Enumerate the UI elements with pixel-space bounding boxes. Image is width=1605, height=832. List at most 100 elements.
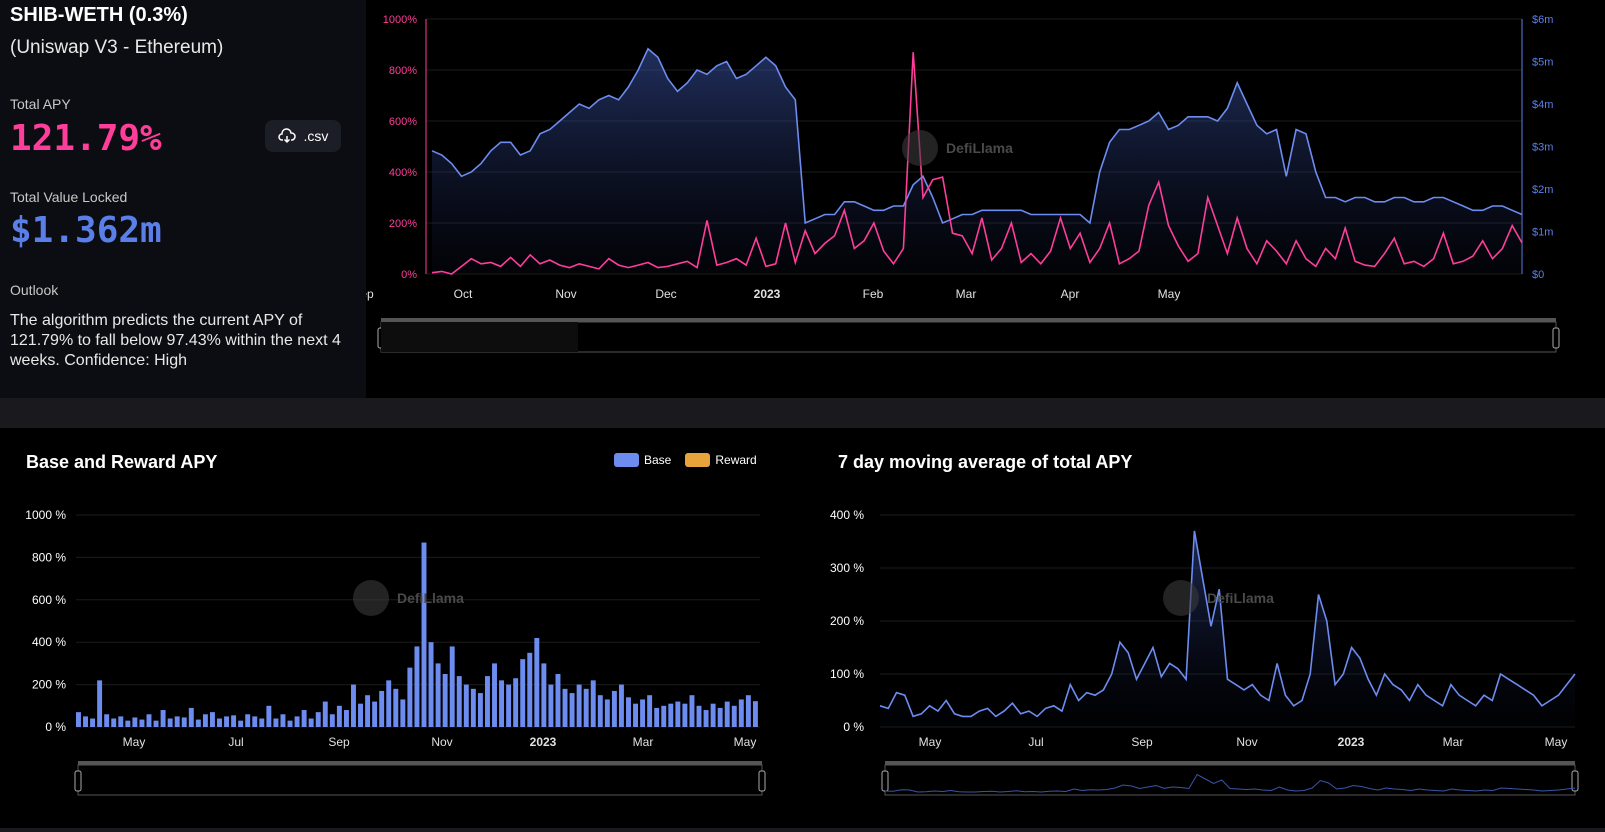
moving-average-chart[interactable]: 0 % 100 % 200 % 300 % 400 % May Jul Sep Nov 2023 M… — [810, 490, 1605, 805]
x-axis-tick: Dec — [655, 287, 676, 301]
main-brush-unselected — [381, 322, 578, 352]
base-bar — [696, 705, 702, 727]
total-apy-value: 121.79% — [10, 118, 162, 159]
base-bar — [238, 720, 244, 727]
moving-average-title: 7 day moving average of total APY — [838, 452, 1133, 472]
base-bar — [259, 718, 265, 727]
base-bar — [604, 699, 610, 727]
base-bar — [506, 684, 512, 727]
base-bar — [534, 637, 540, 727]
base-bar — [668, 703, 674, 727]
base-bar — [379, 690, 385, 727]
pool-subtitle: (Uniswap V3 - Ethereum) — [10, 37, 224, 58]
right-axis-tick: $0 — [1532, 269, 1544, 281]
y-axis-tick: 0 % — [45, 720, 66, 734]
left-axis-tick: 600% — [389, 116, 417, 128]
left-axis-tick: 200% — [389, 218, 417, 230]
base-bar — [513, 678, 519, 727]
left-axis-tick: 800% — [389, 65, 417, 77]
base-bar — [569, 693, 575, 727]
x-axis-tick: Sep — [328, 735, 350, 749]
base-reward-chart[interactable]: 0 % 200 % 400 % 600 % 800 % 1000 % May Jul Sep No… — [0, 490, 800, 805]
y-axis-tick: 800 % — [32, 550, 66, 564]
total-apy-label: Total APY — [10, 96, 71, 112]
left-axis-tick: 1000% — [383, 14, 417, 26]
base-bar — [181, 717, 187, 727]
right-axis-tick: $5m — [1532, 57, 1553, 69]
base-bar — [731, 705, 737, 727]
section-separator — [0, 398, 1605, 428]
csv-label: .csv — [303, 128, 329, 144]
base-bar — [245, 714, 251, 727]
base-bar — [301, 710, 307, 727]
base-bar — [456, 676, 462, 727]
tvl-line — [431, 47, 1523, 225]
ma-area — [880, 530, 1575, 727]
base-bar — [343, 710, 349, 727]
base-bar — [576, 684, 582, 727]
y-axis-tick: 100 % — [830, 667, 864, 681]
base-bar — [520, 659, 526, 727]
x-axis-tick: Jul — [1028, 735, 1043, 749]
bar-chart-brush-handle-left — [74, 770, 82, 792]
base-bar — [555, 674, 561, 727]
base-bar — [597, 695, 603, 727]
cloud-download-icon — [277, 128, 296, 144]
download-csv-button[interactable]: .csv — [265, 120, 341, 152]
base-bar — [484, 676, 490, 727]
x-axis-tick: Sep — [1131, 735, 1153, 749]
x-axis-tick: Mar — [1443, 735, 1464, 749]
legend-reward[interactable]: Reward — [685, 453, 757, 467]
left-axis-tick: 400% — [389, 167, 417, 179]
base-bar — [188, 707, 194, 727]
main-chart-brush-bar — [381, 318, 1556, 322]
base-bar — [435, 663, 441, 727]
base-bar — [287, 720, 293, 727]
base-bar — [541, 663, 547, 727]
base-bar — [661, 705, 667, 727]
base-bar — [90, 718, 96, 727]
defillama-logo-icon — [902, 130, 938, 166]
base-bar — [710, 703, 716, 727]
base-bar — [492, 663, 497, 727]
base-bar — [125, 720, 131, 727]
legend-base[interactable]: Base — [614, 453, 671, 467]
main-chart-brush-handle-right — [1552, 327, 1560, 349]
ma-chart-brush-handle-right — [1571, 770, 1579, 792]
apy-line — [431, 52, 1523, 275]
y-axis-tick: 200 % — [32, 678, 66, 692]
right-axis-tick: $1m — [1532, 227, 1553, 239]
x-axis-tick: Jul — [228, 735, 243, 749]
base-bar — [111, 718, 117, 727]
base-bar — [611, 690, 617, 727]
base-reward-legend: Base Reward — [614, 453, 757, 467]
x-axis-tick: Apr — [1061, 287, 1080, 301]
defillama-logo-icon — [353, 580, 389, 616]
base-bar — [336, 705, 342, 727]
pool-info-panel: SHIB-WETH (0.3%) (Uniswap V3 - Ethereum)… — [0, 0, 366, 398]
base-bar — [626, 697, 631, 727]
base-bar — [386, 680, 392, 727]
base-bar — [752, 701, 758, 727]
x-axis-tick: Feb — [863, 287, 884, 301]
base-bar — [372, 701, 378, 727]
left-axis-tick: 0% — [401, 269, 417, 281]
base-bar — [414, 646, 420, 727]
base-bar — [217, 718, 222, 727]
base-bar — [590, 680, 596, 727]
base-bar — [224, 716, 230, 727]
right-axis-tick: $4m — [1532, 99, 1553, 111]
base-bar — [562, 688, 568, 727]
base-bar — [442, 674, 448, 727]
base-bar — [393, 688, 399, 727]
base-bar — [97, 680, 103, 727]
ma-brush-preview — [884, 773, 1576, 793]
base-bar — [682, 703, 688, 727]
base-bar — [167, 718, 173, 727]
base-bar — [132, 717, 138, 727]
apy-tvl-chart[interactable]: 0% 200% 400% 600% 800% 1000% $0 $1m $2m $3m $4m $5m… — [151, 0, 1605, 398]
x-axis-tick: May — [1158, 287, 1181, 301]
base-bar — [174, 716, 180, 727]
x-axis-tick: Sep — [366, 287, 374, 301]
bar-chart-brush-track — [77, 764, 763, 796]
